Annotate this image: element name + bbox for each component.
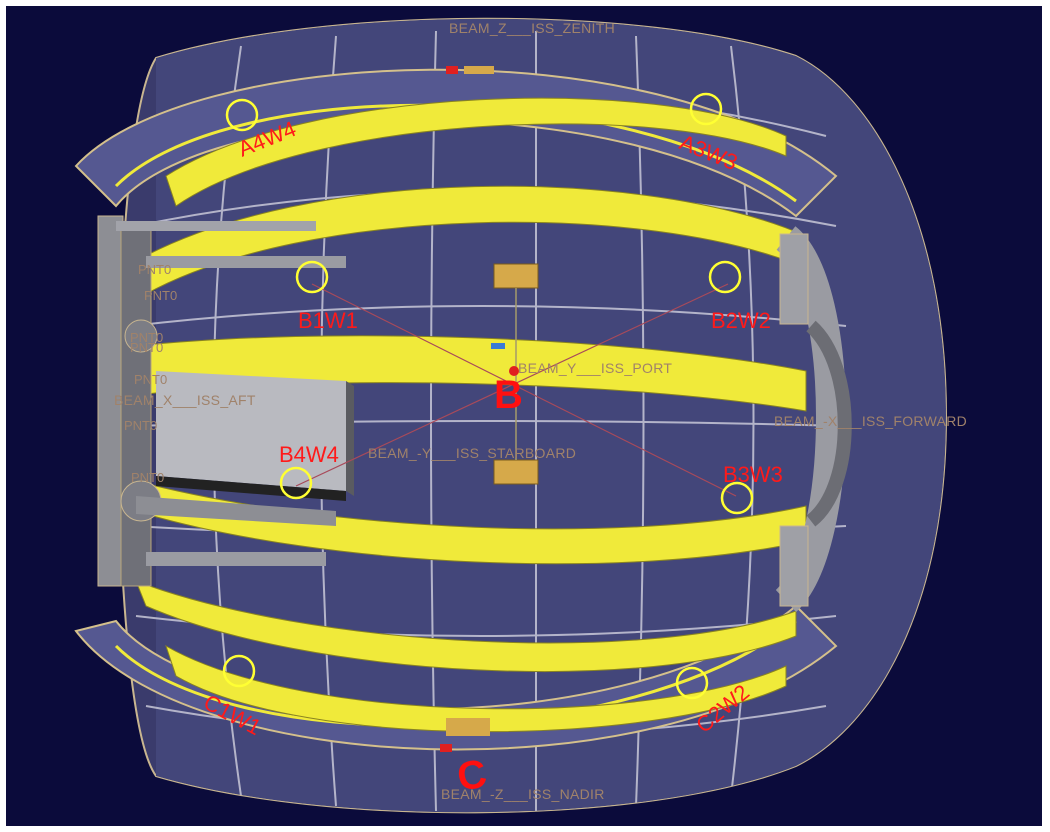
forward-hatch xyxy=(774,226,852,613)
beam-forward-label: BEAM_-X___ISS_FORWARD xyxy=(774,413,967,429)
sensor-ring-c1w1[interactable] xyxy=(222,654,256,688)
sensor-ring-b1w1[interactable] xyxy=(295,260,329,294)
beam-aft-label: BEAM_X___ISS_AFT xyxy=(114,392,256,408)
point-label: PNT0 xyxy=(131,470,164,485)
sensor-label-b1w1: B1W1 xyxy=(298,308,358,333)
point-label: PNT0 xyxy=(134,372,167,387)
center-sensor-assembly xyxy=(295,66,737,752)
sensor-rings xyxy=(222,92,754,700)
sensor-label-b4w4: B4W4 xyxy=(279,442,339,467)
point-label: PNT0 xyxy=(138,262,171,277)
sensor-label-b2w2: B2W2 xyxy=(711,308,771,333)
sensor-labels: A4W4 A3W3 B1W1 B2W2 B4W4 B3W3 C1W1 C2W2 xyxy=(200,116,783,740)
equipment-rack xyxy=(136,371,354,526)
point-label: PNT0 xyxy=(124,418,157,433)
beam-port-label: BEAM_Y___ISS_PORT xyxy=(518,360,672,376)
point-label: PNT0 xyxy=(130,330,163,345)
sensor-label-b3w3: B3W3 xyxy=(723,462,783,487)
sensor-ring-b3w3[interactable] xyxy=(720,481,754,515)
point-label: PNT0 xyxy=(144,288,177,303)
beam-starboard-label: BEAM_-Y___ISS_STARBOARD xyxy=(368,445,576,461)
sensor-ring-b2w2[interactable] xyxy=(708,260,742,294)
beam-nadir-label: BEAM_-Z___ISS_NADIR xyxy=(441,786,605,802)
reference-labels: BEAM_Z___ISS_ZENITH BEAM_-Z___ISS_NADIR … xyxy=(114,20,967,802)
point-label: PNT0 xyxy=(130,340,163,355)
yellow-restraint-bands xyxy=(135,97,807,733)
zone-b-label: B xyxy=(494,373,523,417)
module-model-canvas[interactable]: BEAM_Z___ISS_ZENITH BEAM_-Z___ISS_NADIR … xyxy=(6,6,1042,826)
sensor-ring-b4w4[interactable] xyxy=(279,466,313,500)
sensor-ring-a3w3[interactable] xyxy=(689,92,723,126)
sensor-ring-a4w4[interactable] xyxy=(225,98,259,132)
sensor-ring-c2w2[interactable] xyxy=(675,666,709,700)
cad-viewport[interactable]: BEAM_Z___ISS_ZENITH BEAM_-Z___ISS_NADIR … xyxy=(6,6,1042,826)
beam-zenith-label: BEAM_Z___ISS_ZENITH xyxy=(449,20,615,36)
